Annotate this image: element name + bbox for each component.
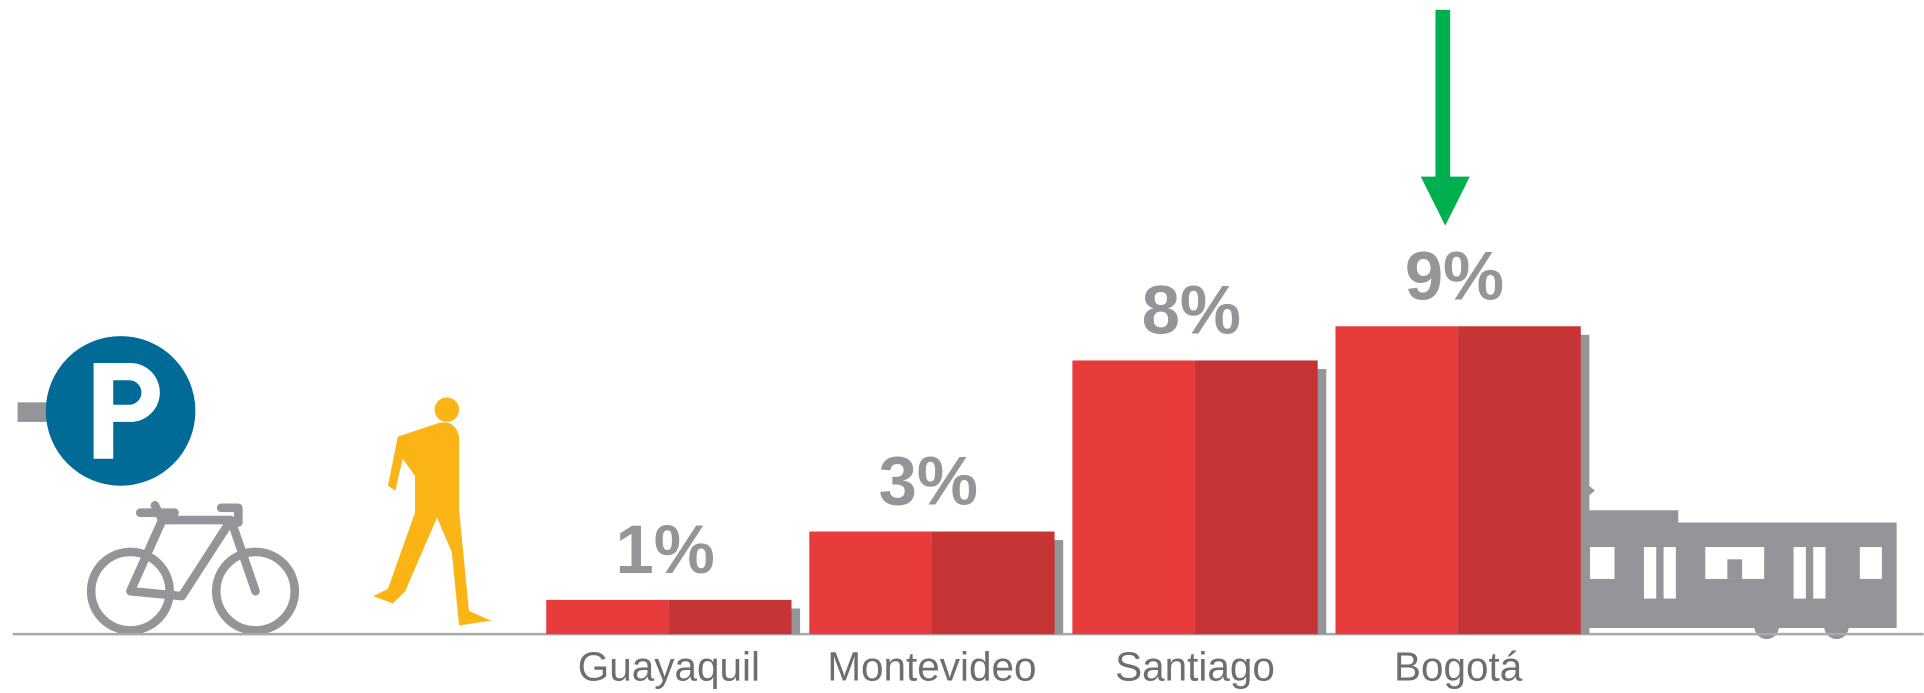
- category-label: Montevideo: [827, 644, 1036, 690]
- category-label: Guayaquil: [578, 644, 760, 690]
- bar: [546, 599, 792, 635]
- bar: [1335, 326, 1581, 635]
- value-label: 8%: [1142, 271, 1241, 348]
- category-label: Bogotá: [1394, 644, 1523, 690]
- highlight-arrow: [1420, 9, 1470, 226]
- pedestrian-icon: [373, 397, 492, 626]
- bar: [809, 531, 1055, 635]
- value-label: 9%: [1405, 237, 1504, 314]
- parking-sign: [17, 336, 196, 486]
- train-icon: [1580, 478, 1897, 640]
- value-label: 3%: [879, 443, 978, 520]
- category-label: Santiago: [1115, 644, 1275, 690]
- value-label: 1%: [616, 511, 715, 588]
- bicycle-icon: [86, 501, 300, 635]
- bar: [1072, 360, 1318, 635]
